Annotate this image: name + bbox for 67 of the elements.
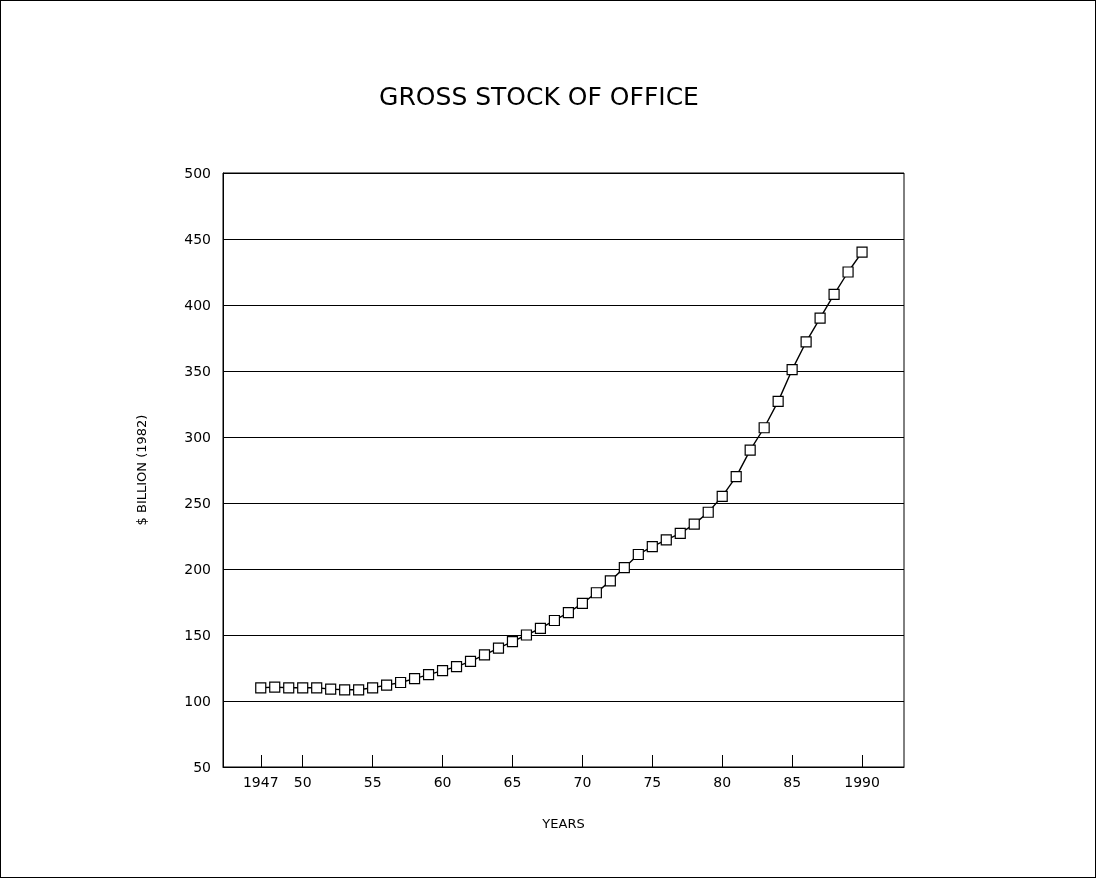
point <box>674 527 686 539</box>
y-tick-label: 50 <box>193 759 211 775</box>
point <box>339 684 351 696</box>
point <box>325 683 337 695</box>
point <box>590 587 602 599</box>
point <box>604 575 616 587</box>
point <box>576 597 588 609</box>
y-tick-label: 300 <box>184 429 211 445</box>
y-tick-label: 150 <box>184 627 211 643</box>
point <box>814 312 826 324</box>
point <box>367 682 379 694</box>
x-axis-title: YEARS <box>541 816 585 831</box>
y-tick-label: 250 <box>184 495 211 511</box>
point <box>283 682 295 694</box>
point <box>381 679 393 691</box>
point <box>478 649 491 661</box>
x-tick-label: 50 <box>293 774 312 790</box>
x-tick-label: 55 <box>363 774 382 790</box>
point <box>646 540 658 553</box>
point <box>450 661 463 673</box>
point <box>297 682 309 694</box>
y-axis-title: $ BILLION (1982) <box>134 414 149 526</box>
point <box>688 518 700 530</box>
x-tick-label: 75 <box>643 774 662 790</box>
x-tick-label: 85 <box>783 774 802 790</box>
chart-title: GROSS STOCK OF OFFICE <box>379 82 699 111</box>
y-tick-label: 500 <box>184 165 211 181</box>
point <box>800 336 812 348</box>
point <box>353 684 365 696</box>
y-tick-label: 200 <box>184 561 211 577</box>
point <box>842 266 854 278</box>
point <box>520 629 533 641</box>
point <box>534 622 547 634</box>
x-tick-label: 70 <box>573 774 592 790</box>
point <box>660 534 672 546</box>
point <box>394 676 407 689</box>
point <box>618 562 630 574</box>
y-tick-label: 450 <box>184 231 211 247</box>
point <box>772 395 784 407</box>
y-tick-label: 350 <box>184 363 211 379</box>
x-tick-label: 60 <box>433 774 452 790</box>
point <box>786 364 798 376</box>
x-tick-label: 1990 <box>844 774 880 790</box>
point <box>464 655 477 667</box>
point <box>856 246 868 258</box>
x-tick-label: 80 <box>713 774 732 790</box>
point <box>269 681 281 693</box>
point <box>311 682 323 694</box>
point <box>492 642 505 654</box>
point <box>436 665 449 677</box>
point <box>730 471 742 483</box>
y-tick-label: 100 <box>184 693 211 709</box>
point <box>632 548 644 561</box>
point <box>758 422 770 434</box>
point <box>828 288 840 301</box>
point <box>506 636 519 648</box>
point <box>255 682 267 694</box>
y-tick-label: 400 <box>184 297 211 313</box>
point <box>548 614 561 627</box>
point <box>744 444 756 456</box>
point <box>562 606 574 619</box>
x-tick-label: 65 <box>503 774 522 790</box>
point <box>422 669 435 681</box>
point <box>716 490 728 502</box>
x-tick-label: 1947 <box>242 774 279 790</box>
point <box>702 506 714 518</box>
point <box>408 672 421 685</box>
